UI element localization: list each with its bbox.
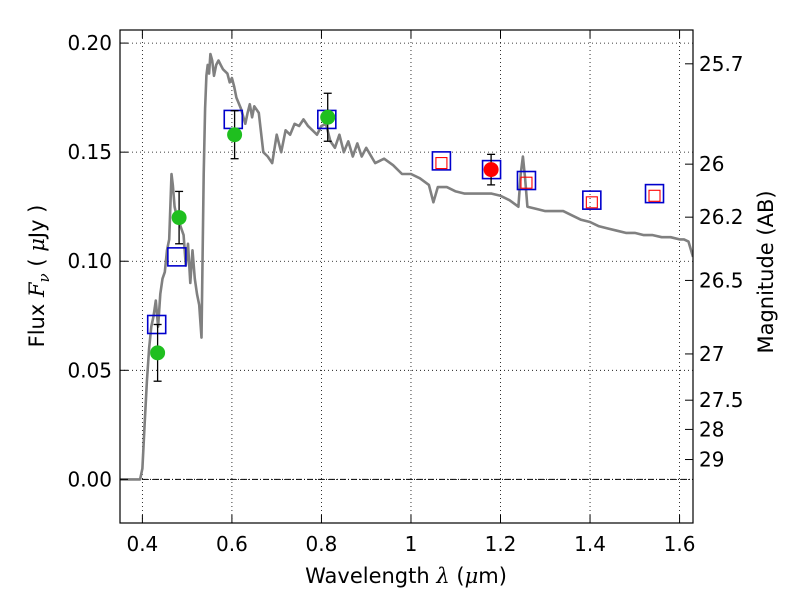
observed-flux-point xyxy=(171,210,187,226)
sed-curve-line xyxy=(120,52,693,481)
y-axis-label-unit-close: Jy ) xyxy=(25,205,49,241)
model-photometry-square xyxy=(146,314,167,335)
data-series xyxy=(120,52,693,481)
observed-flux-point xyxy=(150,345,166,361)
model-photometry-square xyxy=(167,247,187,267)
model-photometry-square xyxy=(223,109,244,130)
x-tick-label: 1.6 xyxy=(664,532,696,556)
model-photometry-square xyxy=(644,183,665,204)
observed-flux-point xyxy=(483,162,499,178)
observed-flux-point xyxy=(227,127,243,143)
x-axis-label: Wavelength λ (μm) xyxy=(305,564,507,588)
x-axis-label-unit-mu: μ xyxy=(465,564,479,588)
y-tick-label: 0.05 xyxy=(67,358,112,382)
axis-ticks: 0.4 0.6 0.8 1 1.2 1.4 1.6 0.00 0.05 0.10 0.15 0.20 2… xyxy=(67,30,744,556)
y2-tick-label: 27 xyxy=(699,342,724,366)
observed-flux-point xyxy=(320,109,336,125)
y2-tick-label: 28 xyxy=(699,417,724,441)
y-tick-label: 0.20 xyxy=(67,31,112,55)
y2-tick-label: 26 xyxy=(699,152,724,176)
x-axis-label-text: Wavelength xyxy=(305,564,430,588)
y2-tick-label: 26.5 xyxy=(699,268,744,292)
model-photometry-square xyxy=(582,190,602,210)
y-axis-label-unit-mu: μ xyxy=(25,238,49,252)
model-photometry-square xyxy=(431,151,452,171)
ir-model-square xyxy=(585,196,598,209)
x-tick-label: 0.8 xyxy=(306,532,338,556)
y-tick-label: 0.10 xyxy=(67,249,112,273)
model-photometry-square xyxy=(516,170,537,191)
ir-model-square xyxy=(435,157,448,170)
y2-tick-label: 26.2 xyxy=(699,205,744,229)
y-tick-label: 0.00 xyxy=(67,467,112,491)
y2-tick-label: 27.5 xyxy=(699,388,744,412)
ir-model-square xyxy=(648,189,661,202)
x-tick-label: 1 xyxy=(405,532,418,556)
x-axis-label-unit-close: m) xyxy=(478,564,507,588)
x-axis-label-symbol: λ xyxy=(435,564,449,588)
x-tick-label: 1.2 xyxy=(485,532,517,556)
x-axis-label-unit-open: ( xyxy=(456,564,464,588)
y-axis-label-unit-open: ( xyxy=(25,258,49,266)
y-axis-label-symbol: F xyxy=(25,281,49,298)
y-axis-label-subscript: ν xyxy=(35,273,53,282)
x-tick-label: 0.4 xyxy=(126,532,158,556)
plot-frame xyxy=(119,29,694,524)
y-axis-label: Flux Fν ( μJy ) xyxy=(25,205,53,348)
y2-axis-label: Magnitude (AB) xyxy=(754,190,778,353)
x-tick-label: 0.6 xyxy=(216,532,248,556)
x-tick-label: 1.4 xyxy=(574,532,606,556)
y2-tick-label: 29 xyxy=(699,448,724,472)
y2-tick-label: 25.7 xyxy=(699,52,744,76)
ir-model-square xyxy=(520,176,533,189)
y-tick-label: 0.15 xyxy=(67,140,112,164)
y-axis-label-text: Flux xyxy=(25,304,49,348)
